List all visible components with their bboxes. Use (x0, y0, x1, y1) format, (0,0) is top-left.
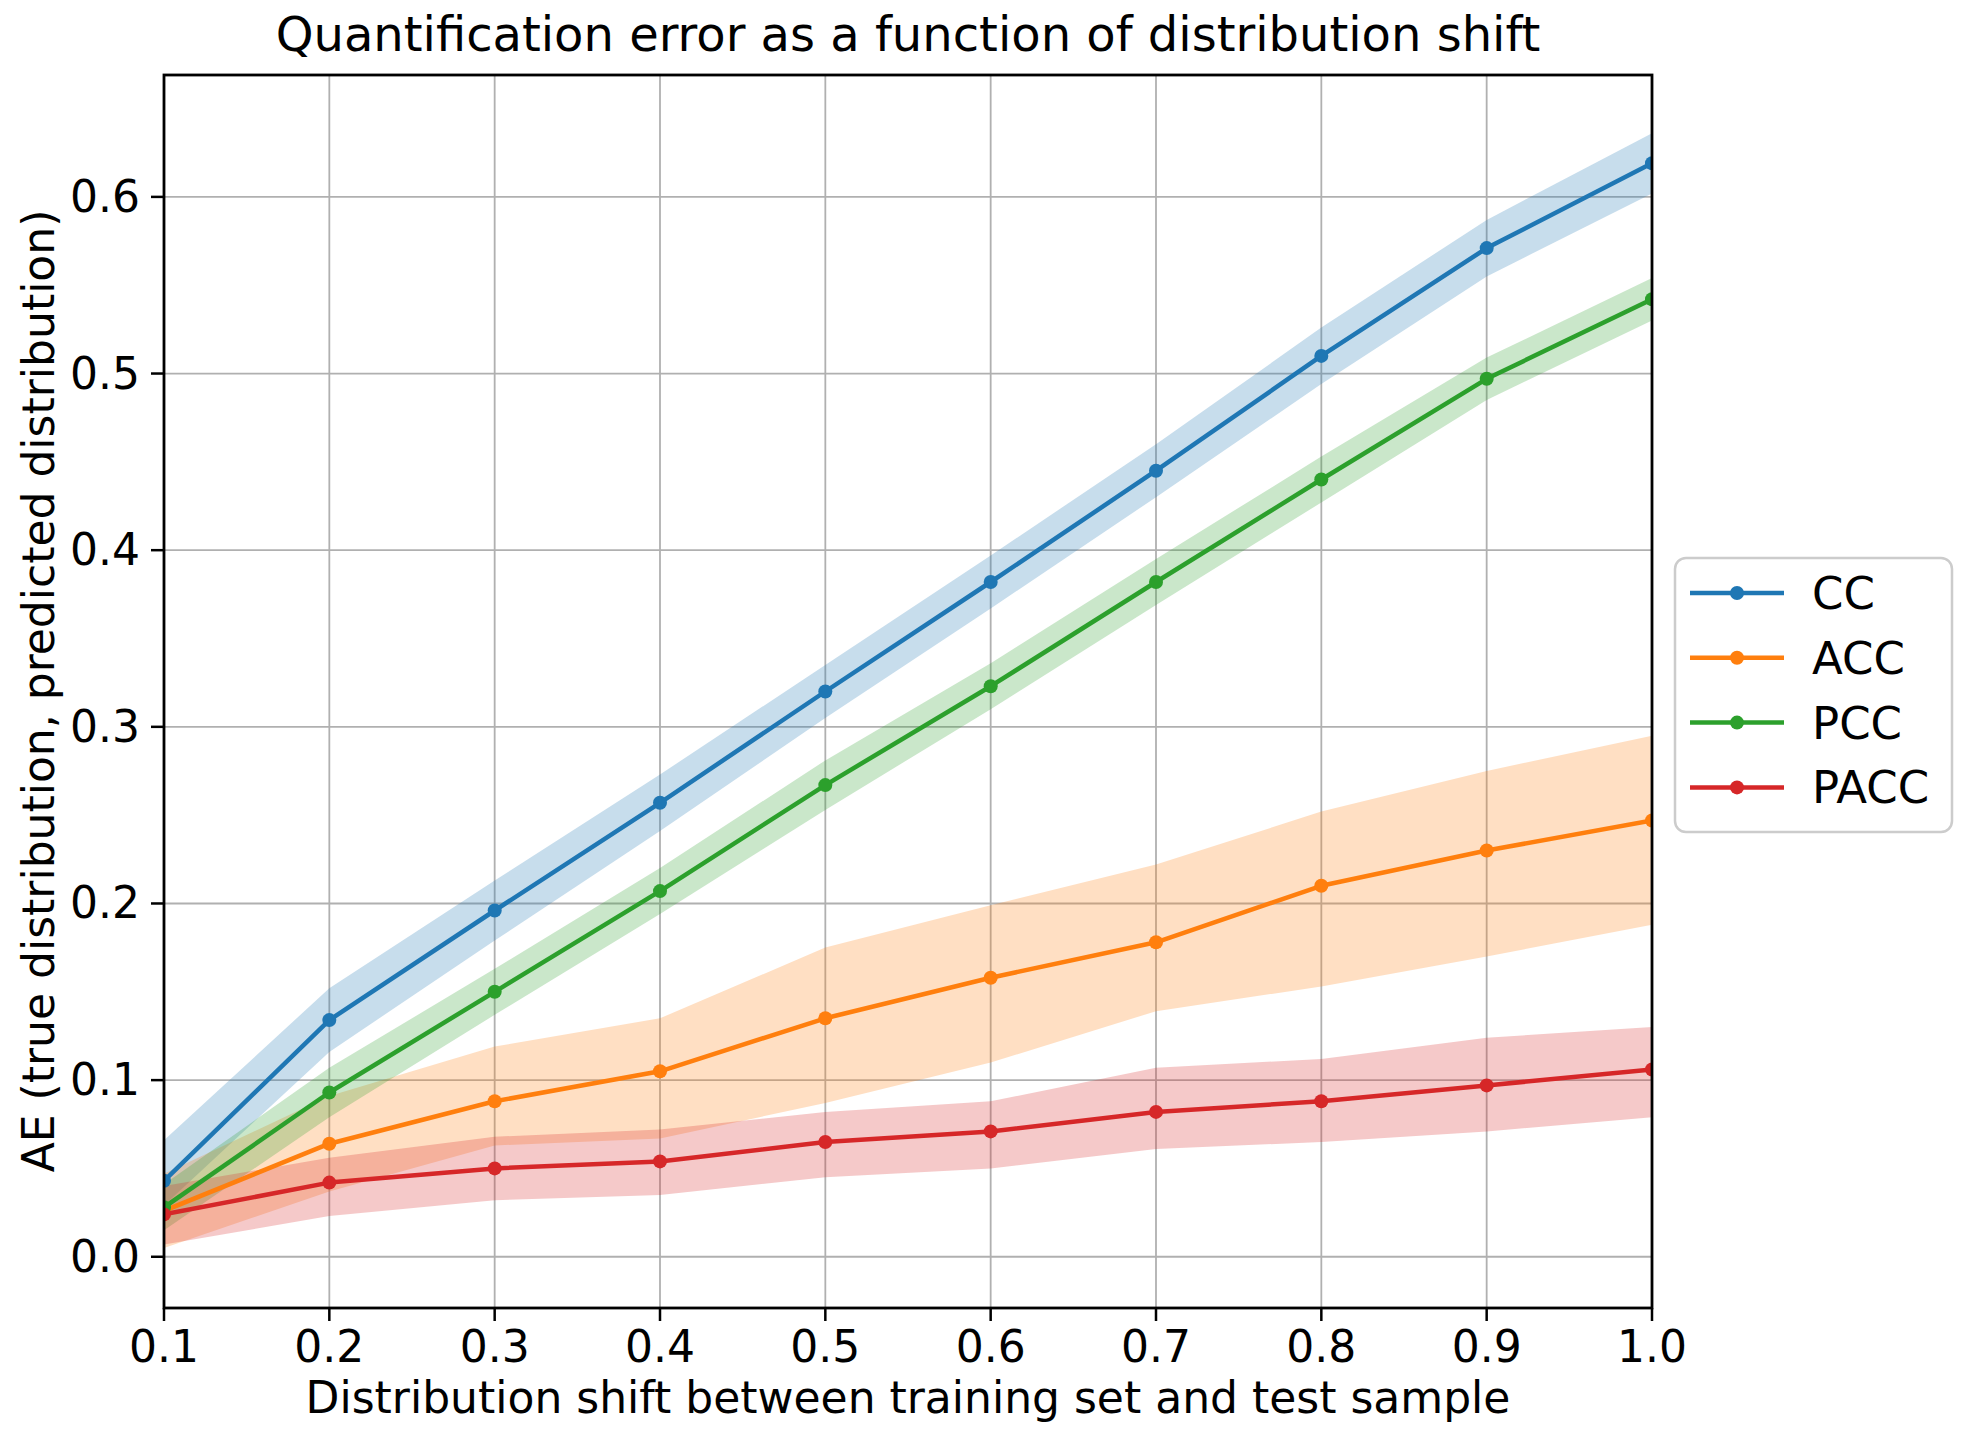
x-tick-label: 0.4 (625, 1321, 695, 1372)
x-tick-label: 0.1 (129, 1321, 199, 1372)
series-marker-ACC (1149, 935, 1163, 949)
series-marker-CC (653, 796, 667, 810)
series-marker-ACC (1314, 879, 1328, 893)
x-axis-label: Distribution shift between training set … (164, 1372, 1652, 1423)
series-marker-ACC (984, 971, 998, 985)
series-marker-CC (1149, 464, 1163, 478)
series-marker-PCC (984, 679, 998, 693)
series-marker-CC (1480, 241, 1494, 255)
legend-label-PCC: PCC (1812, 697, 1902, 750)
legend-marker-CC (1730, 586, 1744, 600)
series-marker-PACC (984, 1124, 998, 1138)
y-tick-label: 0.5 (70, 348, 140, 399)
series-marker-CC (1314, 349, 1328, 363)
chart-figure: 0.1 0.2 0.3 0.4 0.5 0.6 0.7 0.8 0.9 1.0 0.0 0.1 0.2 0… (0, 0, 1969, 1446)
y-tick-label: 0.3 (70, 701, 140, 752)
x-tick-label: 0.9 (1452, 1321, 1522, 1372)
x-tick-label: 0.8 (1286, 1321, 1356, 1372)
series-marker-CC (488, 904, 502, 918)
series-marker-PACC (1149, 1105, 1163, 1119)
series-marker-PCC (653, 884, 667, 898)
series-marker-ACC (1480, 844, 1494, 858)
x-tick-label: 0.7 (1121, 1321, 1191, 1372)
y-tick-label: 0.1 (70, 1054, 140, 1105)
y-tick-label: 0.0 (70, 1231, 140, 1282)
series-marker-PCC (1149, 575, 1163, 589)
series-marker-PACC (488, 1161, 502, 1175)
legend: CC ACC PCC PACC (1675, 558, 1952, 832)
x-tick-label: 1.0 (1617, 1321, 1687, 1372)
series-marker-ACC (818, 1011, 832, 1025)
legend-label-PACC: PACC (1812, 761, 1929, 814)
figure-background (0, 0, 1969, 1446)
legend-marker-ACC (1730, 651, 1744, 665)
series-marker-PACC (1314, 1094, 1328, 1108)
chart-canvas: 0.1 0.2 0.3 0.4 0.5 0.6 0.7 0.8 0.9 1.0 0.0 0.1 0.2 0… (0, 0, 1969, 1446)
series-marker-ACC (653, 1064, 667, 1078)
series-marker-PACC (1480, 1078, 1494, 1092)
series-marker-CC (818, 685, 832, 699)
series-marker-PACC (818, 1135, 832, 1149)
chart-title: Quantification error as a function of di… (164, 6, 1652, 62)
x-tick-label: 0.2 (294, 1321, 364, 1372)
series-marker-PACC (653, 1154, 667, 1168)
legend-marker-PACC (1730, 780, 1744, 794)
series-marker-ACC (488, 1094, 502, 1108)
y-tick-label: 0.2 (70, 877, 140, 928)
series-marker-ACC (322, 1137, 336, 1151)
y-tick-label: 0.6 (70, 171, 140, 222)
x-tick-label: 0.3 (460, 1321, 530, 1372)
series-marker-PCC (322, 1086, 336, 1100)
series-marker-PCC (818, 778, 832, 792)
series-marker-CC (322, 1013, 336, 1027)
x-tick-label: 0.6 (956, 1321, 1026, 1372)
x-tick-label: 0.5 (790, 1321, 860, 1372)
legend-label-CC: CC (1812, 567, 1875, 620)
y-axis-label: AE (true distribution, predicted distrib… (13, 210, 64, 1173)
series-marker-PCC (1314, 473, 1328, 487)
series-marker-PCC (1480, 372, 1494, 386)
series-marker-CC (984, 575, 998, 589)
series-marker-PCC (488, 985, 502, 999)
y-tick-label: 0.4 (70, 524, 140, 575)
series-marker-PACC (322, 1176, 336, 1190)
legend-label-ACC: ACC (1812, 632, 1905, 685)
legend-marker-PCC (1730, 716, 1744, 730)
